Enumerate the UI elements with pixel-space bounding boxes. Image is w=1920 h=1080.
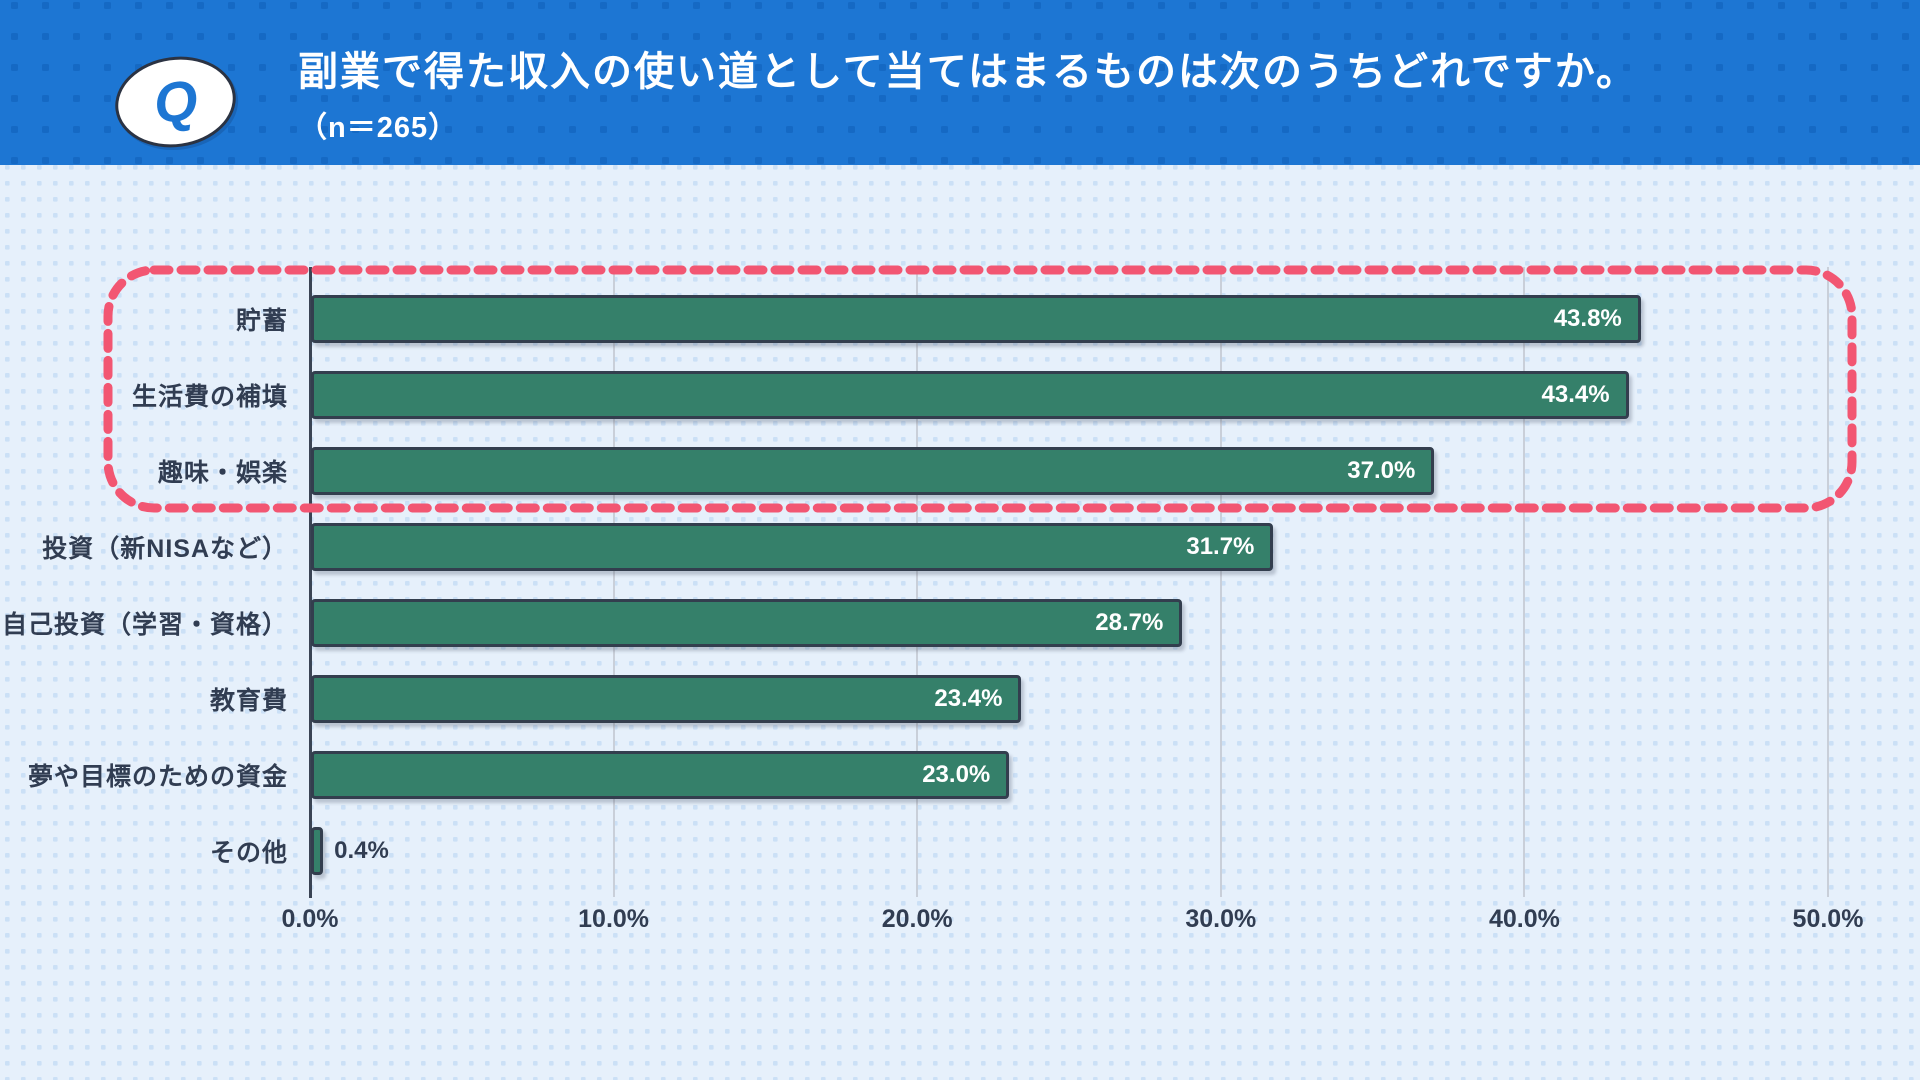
header-dotted-background (0, 0, 1920, 165)
x-tick-label: 0.0% (281, 905, 339, 933)
bar-value-label: 23.0% (922, 761, 991, 788)
gridline (916, 267, 919, 897)
bar: 43.8% (311, 295, 1641, 343)
bar-value-label: 43.8% (1553, 305, 1622, 332)
bar: 23.4% (311, 675, 1022, 723)
gridline (1827, 267, 1829, 897)
bar: 43.4% (311, 371, 1629, 419)
y-axis-line (308, 267, 312, 898)
x-tick-label: 20.0% (881, 905, 953, 933)
category-label: 生活費の補填 (131, 383, 288, 411)
bar-value-label: 23.4% (934, 685, 1003, 712)
bar-value-label: 28.7% (1095, 609, 1164, 636)
bar: 31.7% (311, 523, 1274, 571)
bar-value-label: 0.4% (334, 837, 389, 864)
category-label: 貯蓄 (235, 307, 288, 335)
category-label: 自己投資（学習・資格） (1, 611, 288, 639)
category-label: その他 (209, 839, 288, 867)
bar: 28.7% (311, 599, 1183, 647)
x-tick-label: 30.0% (1185, 905, 1257, 933)
gridline (1219, 267, 1222, 897)
bar-value-label: 43.4% (1541, 381, 1610, 408)
bar: 37.0% (311, 447, 1435, 495)
gridline (612, 267, 615, 897)
gridline (1523, 267, 1526, 897)
category-label: 投資（新NISAなど） (42, 535, 288, 563)
category-label: 教育費 (209, 687, 288, 715)
bar-value-label: 37.0% (1347, 457, 1416, 484)
question-title: 副業で得た収入の使い道として当てはまるものは次のうちどれですか。 (298, 50, 1638, 94)
category-label: 夢や目標のための資金 (27, 763, 288, 791)
bar: 0.4% (311, 827, 389, 875)
category-label: 趣味・娯楽 (157, 459, 288, 487)
x-tick-label: 10.0% (578, 905, 650, 933)
x-tick-label: 50.0% (1792, 905, 1864, 933)
x-tick-label: 40.0% (1488, 905, 1560, 933)
bar: 23.0% (311, 751, 1010, 799)
bar-value-label: 31.7% (1186, 533, 1255, 560)
sample-size: （n＝265） (298, 112, 459, 144)
question-header: Q 副業で得た収入の使い道として当てはまるものは次のうちどれですか。 （n＝26… (0, 0, 1920, 165)
